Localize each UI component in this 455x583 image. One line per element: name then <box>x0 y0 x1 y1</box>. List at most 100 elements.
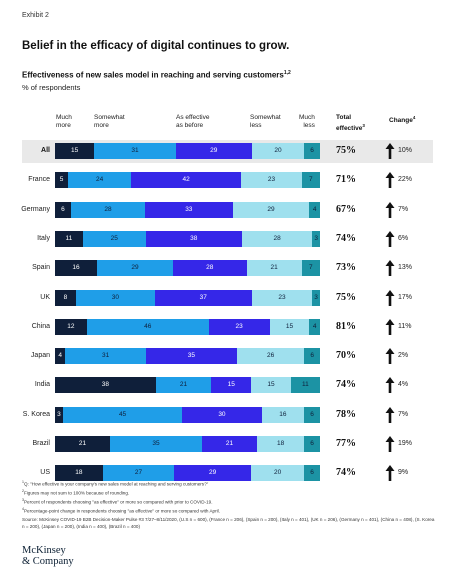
country-label-spain: Spain <box>32 264 50 272</box>
bar-all-as-effective: 29 <box>175 143 252 159</box>
bar-germany-somewhat-less: 29 <box>232 201 310 218</box>
chart-subtitle: % of respondents <box>22 83 81 92</box>
bar-spain-somewhat-more: 29 <box>96 260 174 277</box>
header-somewhat-less: Somewhat less <box>250 114 281 129</box>
header-change: Change4 <box>389 114 415 125</box>
footnote-text: Q: "How effective is your company's new … <box>23 481 209 487</box>
bar-china-much-less: 4 <box>309 318 320 335</box>
bar-china-much-more: 12 <box>55 318 87 335</box>
bar-india-as-effective: 15 <box>211 377 252 394</box>
bar-france-somewhat-less: 23 <box>241 172 302 189</box>
bar-spain-much-less: 7 <box>301 260 320 277</box>
total-effective-india: 74% <box>336 379 356 391</box>
total-effective-france: 71% <box>336 174 356 186</box>
chart-title-text: Effectiveness of new sales model in reac… <box>22 70 284 80</box>
arrow-up-icon <box>385 201 395 218</box>
header-much-less: Much less <box>299 114 315 129</box>
bar-spain-somewhat-less: 21 <box>246 260 302 277</box>
bar-france-as-effective: 42 <box>131 172 242 189</box>
bar-us-much-more: 18 <box>55 465 103 482</box>
bar-italy-much-less: 3 <box>312 230 320 247</box>
arrow-up-icon <box>385 465 395 482</box>
country-label-china: China <box>31 322 50 330</box>
bar-all-much-less: 6 <box>304 143 320 159</box>
bar-uk-much-more: 8 <box>55 289 76 306</box>
bar-spain-as-effective: 28 <box>173 260 247 277</box>
bar-italy-as-effective: 38 <box>145 230 242 247</box>
chart-title-sup: 1,2 <box>283 70 291 76</box>
footnote-text: Figures may not sum to 100% because of r… <box>23 490 130 496</box>
total-effective-germany: 67% <box>336 203 356 215</box>
total-effective-italy: 74% <box>336 232 356 244</box>
change-germany: 7% <box>398 205 409 213</box>
country-label-brazil: Brazil <box>32 440 50 447</box>
country-label-japan: Japan <box>30 352 50 360</box>
bar-uk-much-less: 3 <box>312 289 320 306</box>
bar-france-somewhat-more: 24 <box>68 172 132 189</box>
arrow-up-icon <box>385 143 395 159</box>
bar-s-korea-as-effective: 30 <box>182 406 262 423</box>
change-spain: 13% <box>398 264 413 272</box>
total-effective-japan: 70% <box>336 350 356 362</box>
bar-us-somewhat-less: 20 <box>251 465 305 482</box>
bar-brazil-much-less: 6 <box>304 436 320 452</box>
footnotes: 1Q: "How effective is your company's new… <box>22 479 437 531</box>
bar-italy-much-more: 11 <box>55 230 83 247</box>
bar-uk-somewhat-more: 30 <box>75 289 155 306</box>
header-much-more: Much more <box>56 114 72 129</box>
footnote-1: 1Q: "How effective is your company's new… <box>22 479 437 488</box>
country-label-italy: Italy <box>37 234 50 242</box>
footnote-text: Source: McKinsey COVID-19 B2B Decision-M… <box>22 516 435 530</box>
total-effective-spain: 73% <box>336 262 356 274</box>
arrow-up-icon <box>385 172 395 189</box>
bar-s-korea-somewhat-less: 16 <box>261 406 305 423</box>
bar-italy-somewhat-less: 28 <box>241 230 313 247</box>
change-us: 9% <box>398 469 409 477</box>
change-italy: 6% <box>398 234 409 242</box>
header-total-effective: Total effective3 <box>336 114 365 133</box>
bar-japan-much-less: 6 <box>304 348 320 365</box>
change-all: 10% <box>398 147 413 154</box>
bar-italy-somewhat-more: 25 <box>82 230 146 247</box>
change-uk: 17% <box>398 293 413 301</box>
bar-china-as-effective: 23 <box>208 318 270 335</box>
bar-germany-somewhat-more: 28 <box>70 201 146 218</box>
header-change-sup: 4 <box>412 115 416 120</box>
arrow-up-icon <box>385 436 395 452</box>
bar-france-much-less: 7 <box>301 172 320 189</box>
total-effective-china: 81% <box>336 320 356 332</box>
country-label-india: India <box>34 381 50 389</box>
chart-title: Effectiveness of new sales model in reac… <box>22 70 291 80</box>
footnote-3: 3Percent of respondents choosing "as eff… <box>22 497 437 506</box>
arrow-up-icon <box>385 348 395 365</box>
bar-spain-much-more: 16 <box>55 260 97 277</box>
footnote-text: Percentage-point change in respondents c… <box>23 508 220 514</box>
country-label-uk: UK <box>40 293 50 301</box>
bar-germany-as-effective: 33 <box>145 201 233 218</box>
bar-us-somewhat-more: 27 <box>102 465 175 482</box>
bar-us-much-less: 6 <box>304 465 320 482</box>
arrow-up-icon <box>385 230 395 247</box>
bar-all-somewhat-less: 20 <box>251 143 305 159</box>
bar-china-somewhat-more: 46 <box>86 318 209 335</box>
total-effective-uk: 75% <box>336 291 356 303</box>
footnote-marker: 4 <box>22 507 24 512</box>
country-label-france: France <box>28 176 50 184</box>
headline: Belief in the efficacy of digital contin… <box>22 40 290 52</box>
change-india: 4% <box>398 381 409 389</box>
bar-india-much-less: 11 <box>290 377 320 394</box>
header-total-sup: 3 <box>362 123 365 128</box>
arrow-up-icon <box>385 377 395 394</box>
header-change-text: Change <box>389 117 413 125</box>
arrow-up-icon <box>385 260 395 277</box>
bar-all-somewhat-more: 31 <box>94 143 176 159</box>
bar-germany-much-more: 6 <box>55 201 71 218</box>
arrow-up-icon <box>385 318 395 335</box>
bar-brazil-somewhat-more: 35 <box>110 436 202 452</box>
bar-all-much-more: 15 <box>55 143 95 159</box>
bar-uk-as-effective: 37 <box>154 289 252 306</box>
total-effective-brazil: 77% <box>336 438 356 449</box>
footnote-marker: 3 <box>22 498 24 503</box>
bar-china-somewhat-less: 15 <box>269 318 310 335</box>
